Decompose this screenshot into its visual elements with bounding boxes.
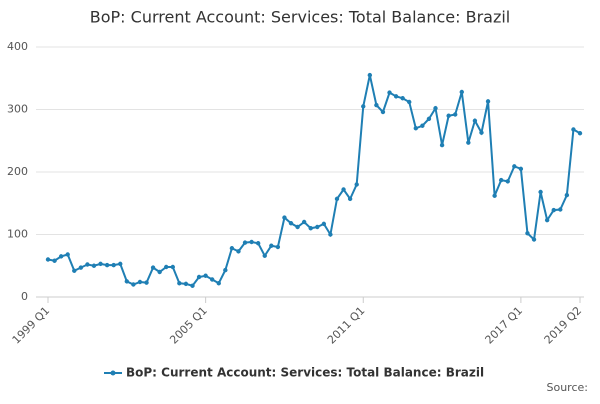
- point: [492, 193, 497, 198]
- point: [216, 281, 221, 286]
- point: [196, 274, 202, 280]
- point: [380, 109, 386, 115]
- point: [374, 102, 379, 108]
- legend-label: BoP: Current Account: Services: Total Ba…: [126, 366, 484, 380]
- point: [177, 281, 182, 286]
- point: [124, 279, 130, 284]
- point: [466, 140, 471, 145]
- x-tick-label: 1999 Q1: [10, 304, 53, 347]
- point: [393, 94, 399, 99]
- source: Source:: [547, 381, 589, 394]
- point: [72, 268, 77, 273]
- point: [328, 232, 333, 237]
- point: [498, 177, 504, 183]
- point: [439, 142, 445, 148]
- point: [315, 224, 320, 230]
- point: [288, 221, 294, 226]
- point: [577, 131, 583, 136]
- point: [170, 264, 175, 270]
- point: [433, 106, 438, 111]
- point: [98, 261, 103, 267]
- point: [571, 127, 576, 132]
- point: [111, 262, 116, 268]
- point: [229, 246, 235, 251]
- point: [472, 118, 478, 123]
- point: [150, 265, 156, 270]
- point: [538, 189, 543, 195]
- point: [341, 187, 346, 192]
- line: [47, 74, 581, 287]
- y-tick-label: 200: [7, 165, 28, 178]
- point: [118, 261, 123, 267]
- point: [387, 90, 392, 95]
- point: [104, 262, 110, 268]
- point: [275, 244, 281, 250]
- point: [52, 258, 57, 263]
- point: [209, 277, 215, 282]
- point: [525, 231, 530, 236]
- x-tick-label: 2011 Q1: [325, 304, 368, 347]
- point: [512, 164, 517, 169]
- legend-marker: [110, 370, 116, 376]
- point: [131, 282, 136, 287]
- point: [558, 207, 563, 212]
- point: [65, 252, 70, 257]
- point: [354, 182, 359, 187]
- point: [459, 89, 464, 95]
- point: [446, 113, 451, 118]
- point: [544, 217, 550, 223]
- y-tick-label: 100: [7, 228, 28, 241]
- point: [301, 219, 307, 225]
- chart-title: BoP: Current Account: Services: Total Ba…: [90, 8, 510, 27]
- point: [190, 283, 195, 288]
- point: [321, 221, 327, 227]
- point: [242, 240, 248, 245]
- point: [78, 265, 84, 270]
- point: [479, 130, 484, 135]
- point: [453, 112, 458, 117]
- point: [420, 123, 425, 128]
- y-tick-label: 0: [21, 290, 28, 303]
- point: [157, 269, 162, 275]
- point: [85, 262, 90, 267]
- point: [137, 279, 143, 285]
- point: [203, 273, 208, 278]
- point: [400, 96, 405, 101]
- point: [183, 281, 189, 287]
- point: [347, 196, 353, 202]
- point: [407, 99, 412, 105]
- point: [564, 192, 570, 198]
- point: [255, 241, 261, 246]
- point: [308, 226, 313, 231]
- point: [334, 196, 340, 202]
- x-tick-label: 2005 Q1: [167, 304, 210, 347]
- point: [249, 239, 254, 245]
- point: [426, 116, 432, 122]
- point: [164, 264, 169, 270]
- y-tick-label: 300: [7, 103, 28, 116]
- point: [91, 263, 97, 268]
- point: [505, 179, 510, 184]
- x-tick-label: 2019 Q2: [542, 304, 585, 347]
- point: [518, 166, 524, 172]
- point: [295, 224, 300, 230]
- point: [45, 257, 51, 262]
- point: [223, 267, 228, 273]
- point: [144, 280, 149, 285]
- y-tick-label: 400: [7, 40, 28, 53]
- point: [282, 215, 287, 220]
- point: [58, 254, 64, 259]
- x-tick-label: 2017 Q1: [483, 304, 526, 347]
- point: [269, 243, 274, 248]
- point: [531, 237, 537, 242]
- point: [361, 104, 366, 109]
- point: [551, 207, 556, 213]
- point: [485, 99, 491, 104]
- point: [236, 249, 241, 254]
- point: [413, 126, 419, 131]
- point: [367, 72, 373, 78]
- point: [262, 253, 267, 258]
